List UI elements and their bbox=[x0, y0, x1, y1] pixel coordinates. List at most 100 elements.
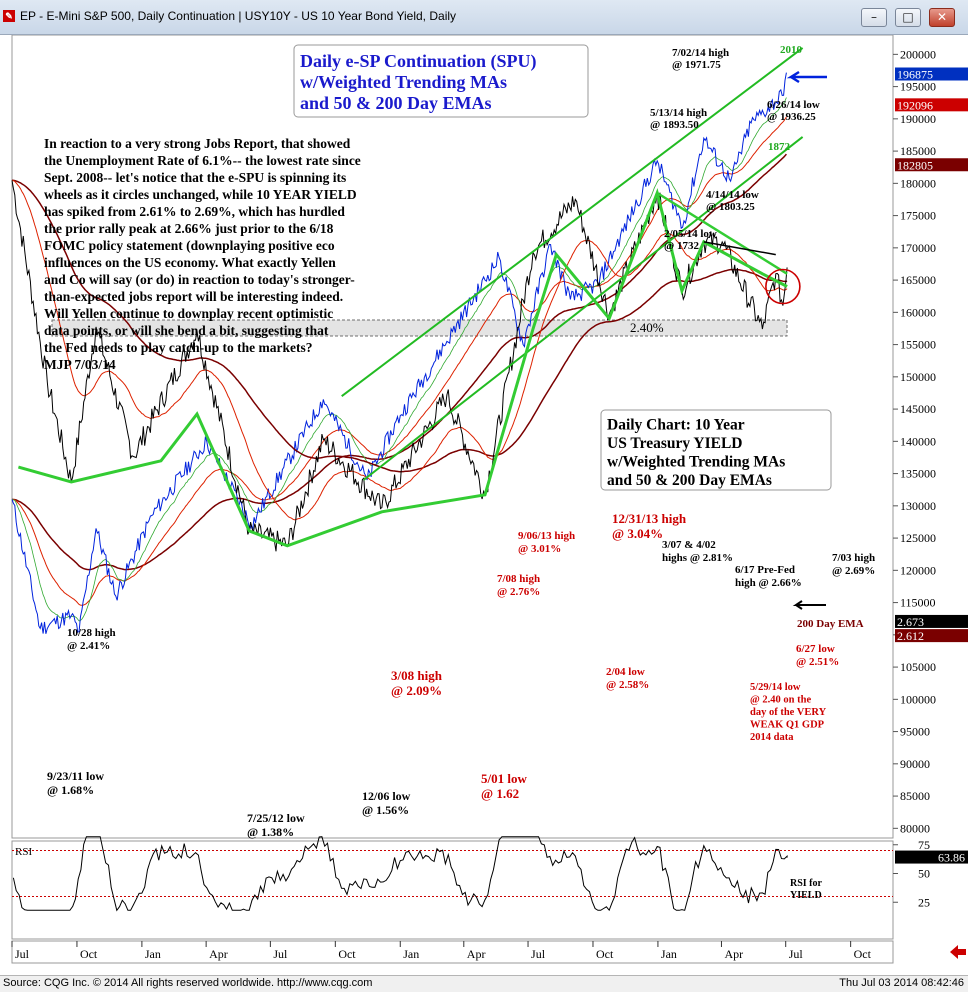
spx-lower-channel-line bbox=[362, 136, 804, 481]
yield-annotation: 10/28 high bbox=[67, 627, 116, 639]
price-tick-label: 180000 bbox=[900, 176, 936, 190]
yield-focus-circle bbox=[765, 268, 801, 305]
spx-annotation: 4/14/14 low bbox=[706, 189, 759, 201]
spx-annotation: 6/26/14 low bbox=[767, 99, 820, 111]
yield-title-box-line: US Treasury YIELD bbox=[607, 435, 743, 452]
yield-annotation: 7/03 high bbox=[832, 552, 875, 564]
yield-annotation: @ 2.40 on the bbox=[750, 695, 811, 706]
yield-title-box-line: Daily Chart: 10 Year bbox=[607, 417, 745, 434]
yield-annotation: 200 Day EMA bbox=[797, 618, 864, 630]
time-tick-label: Jul bbox=[15, 947, 30, 961]
price-tick-label: 105000 bbox=[900, 660, 936, 674]
commentary-line: influences on the US economy. What exact… bbox=[44, 255, 336, 270]
yield-swing-trendline bbox=[17, 188, 788, 548]
price-tick-label: 140000 bbox=[900, 434, 936, 448]
yield-annotation: 9/23/11 low bbox=[47, 769, 104, 783]
yield-50-day-ema bbox=[11, 179, 788, 521]
yield-annotation: @ 1.56% bbox=[362, 803, 409, 817]
maximize-button[interactable]: □ bbox=[895, 8, 921, 27]
commentary-line: the Fed needs to play catch-up to the ma… bbox=[44, 340, 312, 355]
yield-annotation: highs @ 2.81% bbox=[662, 552, 733, 564]
yield-annotation: 5/29/14 low bbox=[750, 682, 801, 693]
yield-annotation: @ 1.68% bbox=[47, 783, 94, 797]
close-button[interactable]: ✕ bbox=[929, 8, 955, 27]
yield-annotation: 2/04 low bbox=[606, 666, 645, 678]
timestamp-text: Thu Jul 03 2014 08:42:46 bbox=[839, 977, 964, 989]
time-tick-label: Jul bbox=[273, 947, 288, 961]
commentary-line: wheels as it circles unchanged, while 10… bbox=[44, 187, 357, 202]
title-box-frame bbox=[293, 44, 589, 118]
yield-annotation: high @ 2.66% bbox=[735, 577, 802, 589]
yield-annotation: 12/06 low bbox=[362, 789, 411, 803]
price-tick-label: 145000 bbox=[900, 402, 936, 416]
price-marker-label: 2.673 bbox=[897, 615, 924, 629]
time-tick-label: Jul bbox=[789, 947, 804, 961]
rsi-tick-label: 25 bbox=[918, 895, 930, 909]
title-box-line: Daily e-SP Continuation (SPU) bbox=[300, 51, 537, 72]
minimize-button[interactable]: – bbox=[861, 8, 887, 27]
spx-50-day-ema bbox=[11, 116, 787, 606]
commentary-line: Will Yellen continue to downplay recent … bbox=[44, 306, 333, 321]
yield-title-box-line: w/Weighted Trending MAs bbox=[607, 454, 785, 471]
window-title: EP - E-Mini S&P 500, Daily Continuation … bbox=[20, 9, 457, 23]
time-tick-label: Jan bbox=[661, 947, 677, 961]
spx-price-line bbox=[11, 72, 787, 634]
yield-annotation: 5/01 low bbox=[481, 771, 527, 786]
yield-annotation: 9/06/13 high bbox=[518, 530, 575, 542]
price-tick-label: 120000 bbox=[900, 563, 936, 577]
yield-annotation: @ 3.01% bbox=[518, 543, 561, 555]
rsi-label: RSI bbox=[15, 846, 32, 858]
commentary-line: has spiked from 2.61% to 2.69%, which ha… bbox=[44, 204, 345, 219]
yield-title-box-line: and 50 & 200 Day EMAs bbox=[607, 472, 772, 489]
time-tick-label: Jan bbox=[145, 947, 161, 961]
spx-annotation: @ 1971.75 bbox=[672, 59, 721, 71]
band-label: 2.40% bbox=[630, 320, 664, 335]
commentary-line: the Unemployment Rate of 6.1%-- the lowe… bbox=[44, 153, 361, 168]
yield-highs-line bbox=[703, 241, 776, 256]
yield-annotation: 3/08 high bbox=[391, 668, 443, 683]
scroll-left-icon[interactable] bbox=[950, 945, 966, 959]
spx-annotation: 2/05/14 low bbox=[664, 228, 717, 240]
commentary-line: FOMC policy statement (downplaying posit… bbox=[44, 238, 335, 253]
yield-annotation: 2014 data bbox=[750, 732, 794, 743]
title-bar: ✎ EP - E-Mini S&P 500, Daily Continuatio… bbox=[0, 0, 968, 35]
yield-annotation: @ 2.51% bbox=[796, 656, 839, 668]
spx-annotation: @ 1732 bbox=[664, 240, 699, 252]
spx-upper-channel-line bbox=[341, 47, 804, 397]
yield-annotation: 6/27 low bbox=[796, 643, 835, 655]
yield-annotation: 12/31/13 high bbox=[612, 511, 687, 526]
rsi-line bbox=[12, 836, 788, 912]
title-box: Daily e-SP Continuation (SPU)w/Weighted … bbox=[293, 44, 589, 118]
spx-annotation: 1872 bbox=[768, 141, 791, 153]
commentary-line: In reaction to a very strong Jobs Report… bbox=[44, 136, 351, 151]
yield-annotation: 7/08 high bbox=[497, 573, 540, 585]
chart-area[interactable]: 8000085000900009500010000010500011000011… bbox=[0, 35, 968, 975]
spx-annotation: 5/13/14 high bbox=[650, 107, 707, 119]
price-tick-label: 95000 bbox=[900, 725, 930, 739]
spx-annotation: @ 1893.50 bbox=[650, 119, 699, 131]
price-tick-label: 200000 bbox=[900, 47, 936, 61]
yield-200-day-ema bbox=[11, 179, 788, 473]
price-marker-box bbox=[895, 98, 968, 112]
price-marker-label: 192096 bbox=[897, 98, 933, 112]
price-tick-label: 135000 bbox=[900, 467, 936, 481]
commentary-line: Sept. 2008-- let's notice that the e-SPU… bbox=[44, 170, 346, 185]
price-tick-label: 175000 bbox=[900, 209, 936, 223]
title-box-line: w/Weighted Trending MAs bbox=[300, 72, 507, 92]
price-tick-label: 90000 bbox=[900, 757, 930, 771]
rsi-series-label: YIELD bbox=[790, 890, 822, 901]
yield-annotation: @ 2.58% bbox=[606, 679, 649, 691]
price-marker-box bbox=[895, 629, 968, 643]
yield-annotation: WEAK Q1 GDP bbox=[750, 720, 825, 731]
price-tick-label: 80000 bbox=[900, 821, 930, 835]
spx-annotation: 2010 bbox=[780, 44, 803, 56]
time-tick-label: Apr bbox=[724, 947, 743, 961]
price-marker-box bbox=[895, 614, 968, 628]
commentary-line: data points, or will she bend a bit, sug… bbox=[44, 323, 329, 338]
time-axis-frame bbox=[11, 940, 894, 964]
rsi-value-label: 63.86 bbox=[938, 851, 965, 865]
rsi-tick-label: 50 bbox=[918, 867, 930, 881]
title-box-line: and 50 & 200 Day EMAs bbox=[300, 93, 492, 113]
